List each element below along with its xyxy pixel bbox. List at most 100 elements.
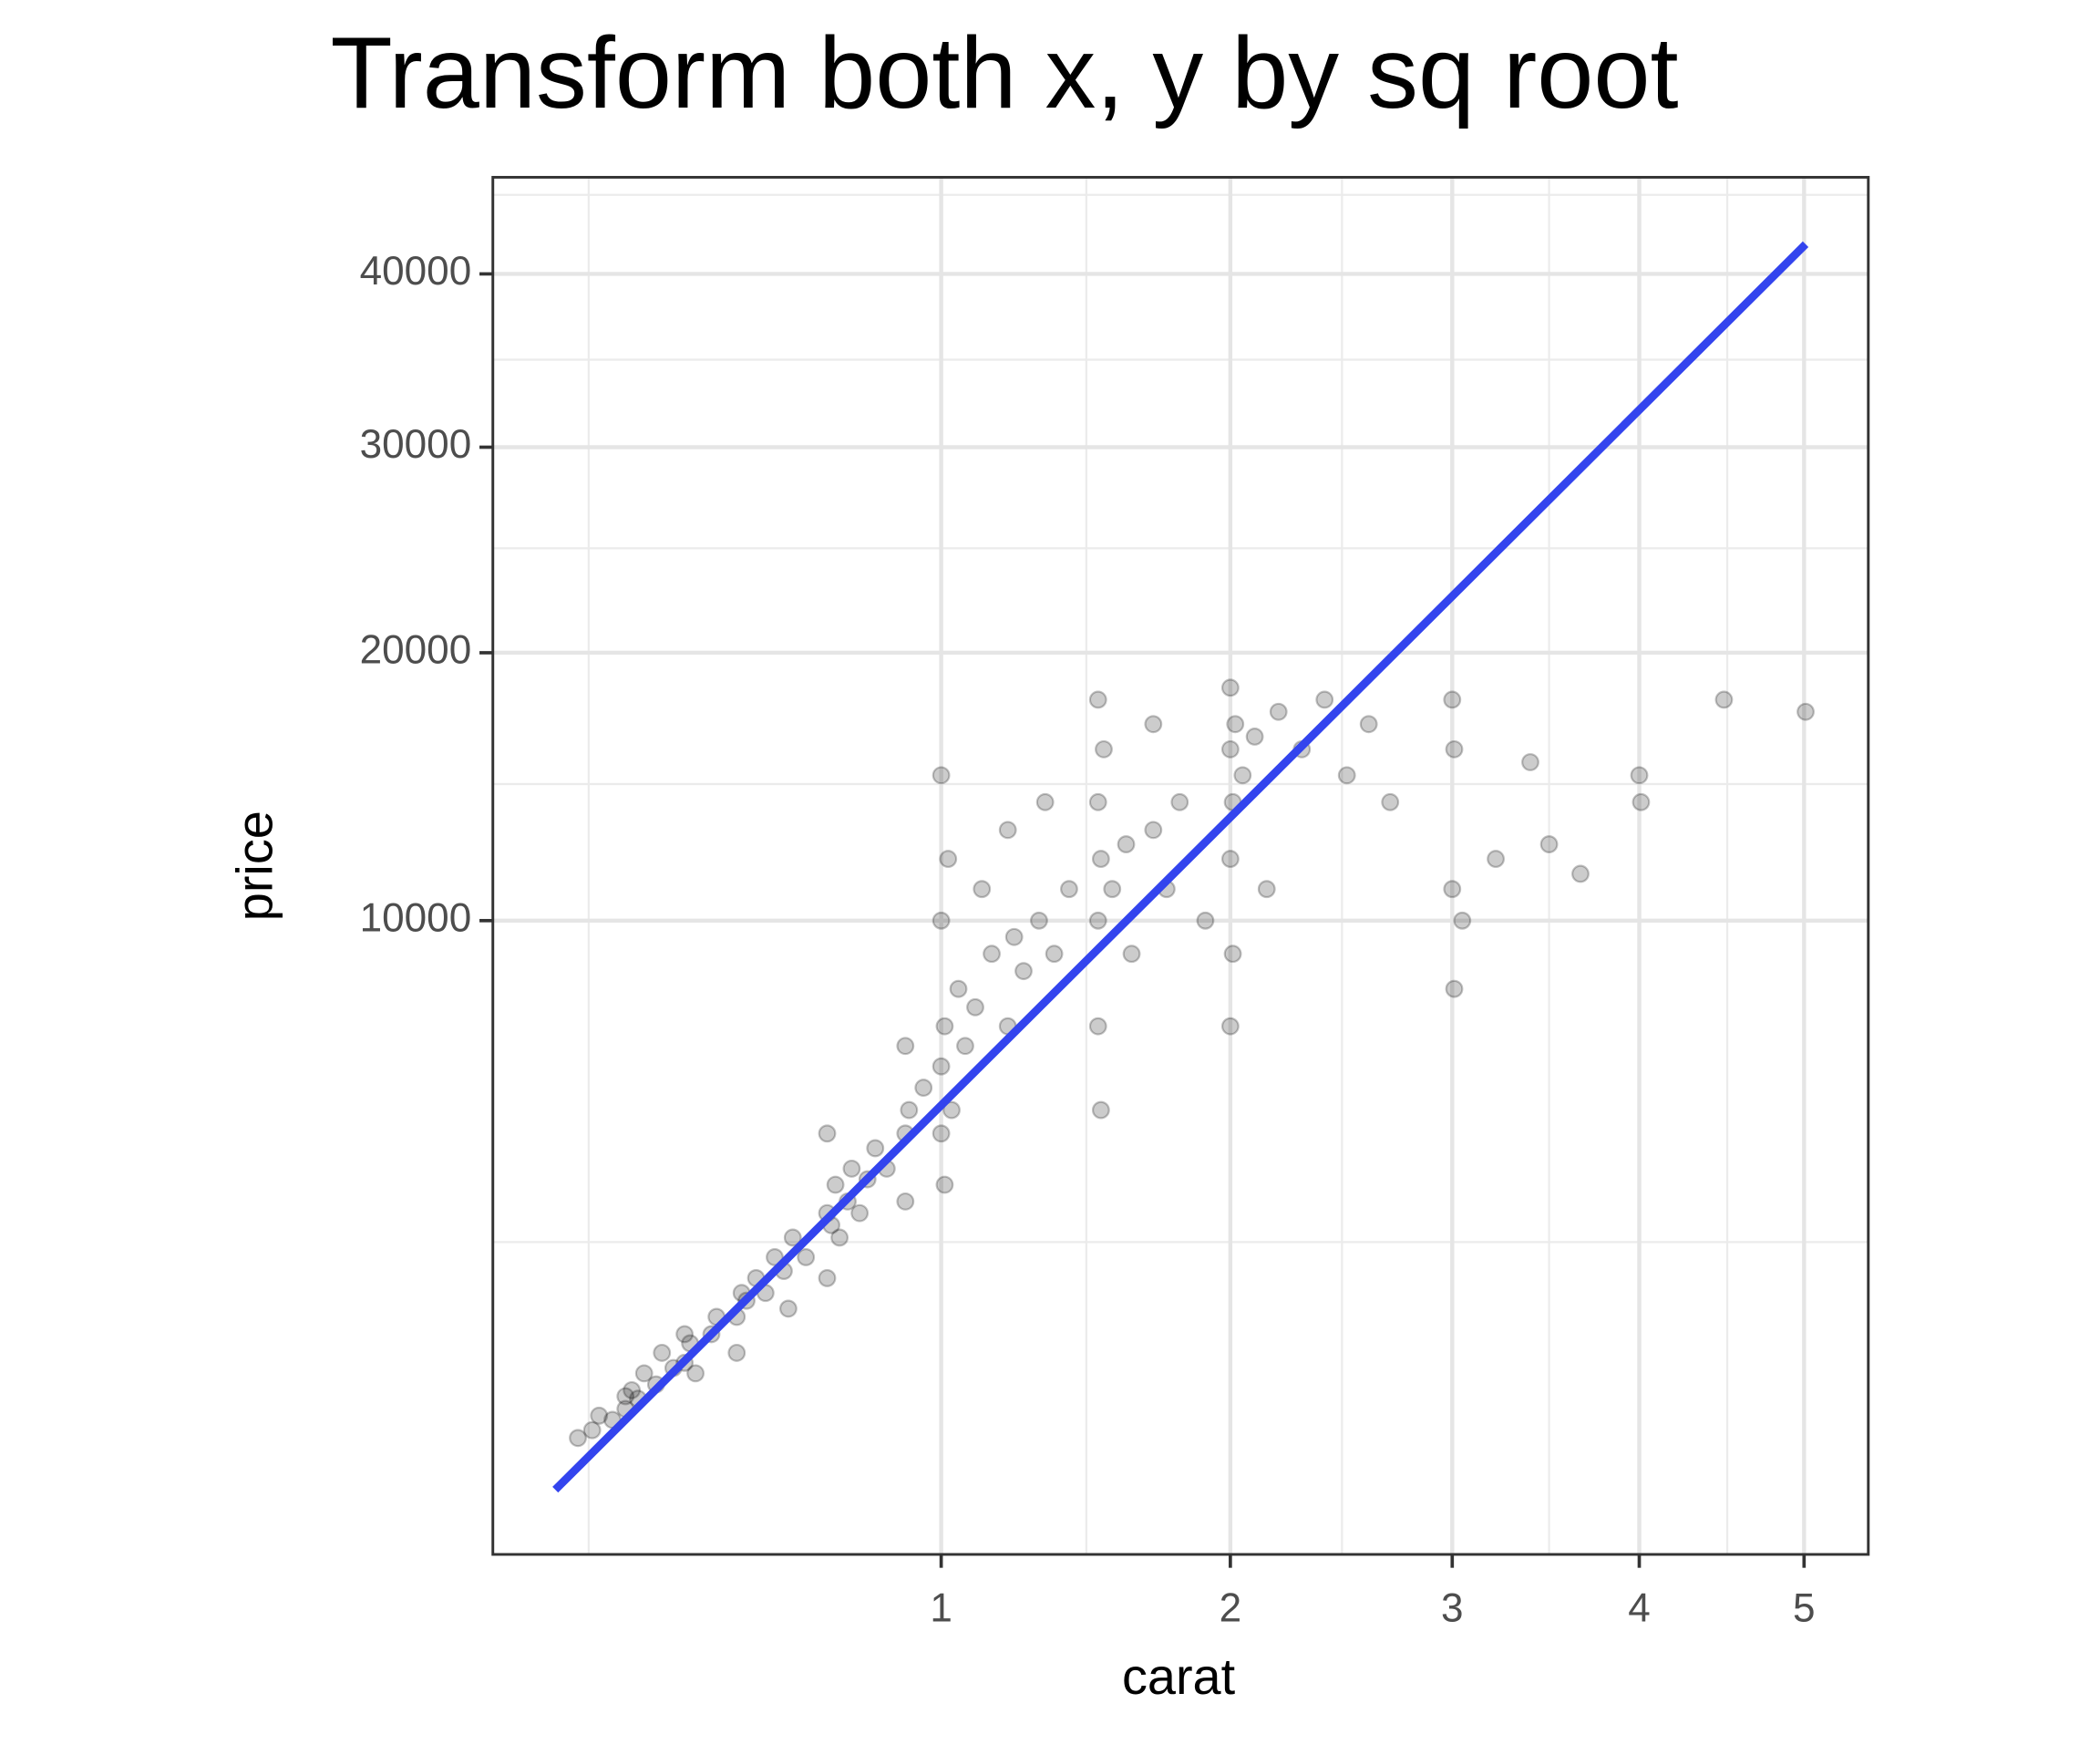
- point: [1088, 911, 1107, 930]
- point: [1196, 911, 1215, 930]
- point: [616, 1387, 635, 1406]
- point: [1233, 766, 1252, 785]
- x-tick-label: 4: [1628, 1585, 1651, 1630]
- point: [653, 1343, 672, 1362]
- point: [1035, 792, 1055, 811]
- point: [818, 1124, 837, 1143]
- point: [826, 1175, 845, 1194]
- point: [623, 1380, 642, 1399]
- point: [1445, 739, 1464, 759]
- point: [932, 911, 951, 930]
- point: [1714, 690, 1734, 709]
- point: [1359, 715, 1378, 734]
- point: [998, 821, 1017, 840]
- point: [1315, 690, 1334, 709]
- point: [942, 1100, 961, 1120]
- point: [1257, 880, 1276, 899]
- point: [582, 1420, 602, 1440]
- y-tick-label: 30000: [360, 422, 472, 467]
- point: [778, 1299, 798, 1318]
- point: [1045, 945, 1064, 964]
- point: [1539, 835, 1559, 853]
- point: [1103, 880, 1122, 899]
- point: [590, 1406, 609, 1425]
- point: [1632, 792, 1651, 811]
- x-tick-label: 5: [1793, 1585, 1816, 1630]
- point: [896, 1037, 915, 1056]
- point: [1269, 702, 1288, 721]
- point: [1088, 792, 1107, 811]
- point: [1091, 1100, 1110, 1120]
- chart-title: Transform both x, y by sq root: [331, 15, 1679, 129]
- point: [1445, 979, 1464, 998]
- point: [1521, 753, 1539, 771]
- point: [830, 1228, 849, 1247]
- point: [1144, 715, 1163, 734]
- point: [983, 945, 1001, 964]
- point: [1144, 821, 1163, 840]
- point: [1571, 864, 1590, 883]
- y-tick-label: 20000: [360, 628, 472, 673]
- point: [956, 1037, 974, 1056]
- point: [896, 1192, 915, 1211]
- panel-border: [491, 175, 1870, 1556]
- point: [1453, 911, 1472, 930]
- point: [850, 1203, 870, 1223]
- point: [1381, 792, 1400, 811]
- point: [1487, 850, 1505, 869]
- point: [766, 1248, 784, 1266]
- fit-line: [552, 241, 1809, 1493]
- point: [866, 1139, 885, 1158]
- point: [949, 979, 968, 998]
- point: [1443, 880, 1462, 899]
- point: [842, 1159, 861, 1178]
- point: [1088, 690, 1107, 709]
- point: [1245, 728, 1264, 746]
- point: [1630, 766, 1649, 785]
- x-tick-label: 3: [1441, 1585, 1464, 1630]
- point: [727, 1343, 746, 1362]
- point: [900, 1100, 919, 1120]
- y-tick-label: 40000: [360, 249, 472, 294]
- point: [1014, 962, 1033, 981]
- point: [1004, 927, 1024, 946]
- point: [939, 850, 958, 869]
- point: [783, 1228, 802, 1247]
- point: [1220, 1017, 1240, 1036]
- point: [1226, 715, 1245, 734]
- point: [569, 1429, 587, 1448]
- x-axis-label: carat: [1122, 1647, 1236, 1705]
- point: [932, 1057, 951, 1076]
- point: [1170, 792, 1189, 811]
- point: [935, 1175, 954, 1194]
- point: [1060, 880, 1078, 899]
- point: [1223, 945, 1242, 964]
- point: [797, 1248, 816, 1266]
- point: [818, 1269, 837, 1287]
- point: [935, 1017, 954, 1036]
- point: [932, 1124, 951, 1143]
- point: [1095, 739, 1113, 759]
- point: [1088, 1017, 1107, 1036]
- point: [1796, 702, 1815, 721]
- point: [966, 997, 984, 1017]
- point: [1030, 911, 1048, 930]
- x-tick-label: 2: [1220, 1585, 1242, 1630]
- point: [1220, 678, 1240, 697]
- point: [634, 1364, 654, 1383]
- point: [1091, 850, 1110, 869]
- point: [1220, 850, 1240, 869]
- point: [1443, 690, 1462, 709]
- point: [675, 1325, 695, 1344]
- y-axis-label: price: [225, 810, 283, 921]
- point: [686, 1364, 705, 1383]
- point: [914, 1079, 933, 1098]
- y-tick-label: 10000: [360, 895, 472, 940]
- point: [932, 766, 951, 785]
- x-tick-label: 1: [930, 1585, 952, 1630]
- point: [1117, 835, 1136, 853]
- point: [1122, 945, 1141, 964]
